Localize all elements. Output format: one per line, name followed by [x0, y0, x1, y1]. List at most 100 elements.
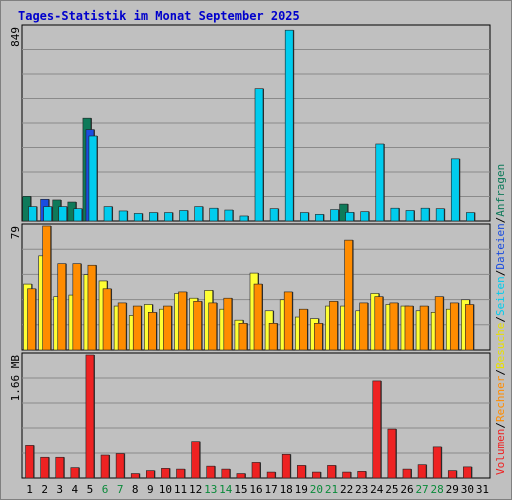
- x-tick-label: 28: [431, 483, 444, 496]
- x-tick-label: 4: [72, 483, 79, 496]
- bot-panel: [21, 352, 491, 479]
- x-tick-label: 11: [174, 483, 187, 496]
- x-tick-label: 19: [295, 483, 308, 496]
- x-tick-label: 27: [415, 483, 428, 496]
- bar-rechner-day-7: [117, 302, 127, 351]
- x-tick-label: 7: [117, 483, 124, 496]
- bar-rechner-day-6: [102, 288, 112, 351]
- bar-volumen-day-11: [176, 468, 185, 479]
- bar-volumen-day-6: [100, 454, 110, 479]
- bar-volumen-day-15: [236, 473, 246, 479]
- x-tick-label: 10: [159, 483, 172, 496]
- bar-seiten-day-30: [466, 212, 475, 222]
- legend-entry-anfragen: Anfragen: [494, 164, 507, 217]
- x-tick-label: 30: [461, 483, 474, 496]
- bar-seiten-day-24: [375, 143, 385, 222]
- bar-rechner-day-2: [42, 225, 51, 351]
- bar-volumen-day-26: [402, 468, 412, 479]
- bar-seiten-day-7: [118, 210, 128, 222]
- x-tick-label: 13: [204, 483, 217, 496]
- legend-entry-besuche: Besuche: [494, 323, 507, 369]
- x-tick-label: 16: [249, 483, 262, 496]
- bar-rechner-day-29: [449, 302, 459, 351]
- bar-volumen-day-28: [432, 446, 442, 479]
- bar-seiten-day-29: [450, 158, 460, 222]
- bar-rechner-day-28: [434, 296, 444, 351]
- bar-seiten-day-2: [43, 206, 52, 222]
- bar-seiten-day-17: [269, 208, 279, 222]
- bar-rechner-day-13: [208, 302, 218, 351]
- bar-seiten-day-11: [179, 210, 188, 222]
- bar-rechner-day-16: [253, 283, 263, 351]
- x-tick-label: 31: [476, 483, 489, 496]
- bar-rechner-day-5: [87, 264, 97, 351]
- bar-volumen-day-13: [206, 465, 216, 479]
- bar-volumen-day-29: [447, 470, 457, 479]
- bar-volumen-day-24: [372, 380, 382, 479]
- x-tick-label: 22: [340, 483, 353, 496]
- bar-seiten-day-26: [405, 210, 415, 222]
- bar-volumen-day-22: [342, 471, 351, 479]
- bar-rechner-day-23: [359, 302, 368, 351]
- bar-volumen-day-2: [40, 456, 49, 479]
- x-tick-label: 29: [446, 483, 459, 496]
- x-tick-label: 20: [310, 483, 323, 496]
- bar-volumen-day-21: [327, 465, 336, 479]
- bar-volumen-day-19: [296, 465, 306, 479]
- bar-seiten-day-18: [284, 29, 294, 222]
- bar-rechner-day-20: [314, 323, 323, 351]
- bar-seiten-day-23: [360, 211, 369, 222]
- chart-title: Tages-Statistik im Monat September 2025: [18, 9, 300, 23]
- bar-volumen-day-4: [70, 467, 80, 479]
- bar-volumen-day-16: [251, 462, 261, 479]
- bar-rechner-day-12: [193, 301, 202, 351]
- legend: Volumen/Rechner/Besuche/Seiten/Dateien/A…: [494, 164, 507, 475]
- bar-seiten-day-5: [88, 135, 98, 222]
- top-axis-max-label: 849: [9, 27, 22, 47]
- bar-volumen-day-14: [221, 468, 231, 479]
- legend-separator: /: [494, 217, 507, 224]
- legend-entry-dateien: Dateien: [494, 223, 507, 269]
- x-tick-label: 3: [56, 483, 63, 496]
- x-tick-label: 5: [87, 483, 94, 496]
- bar-volumen-day-25: [387, 428, 397, 479]
- bar-rechner-day-8: [132, 305, 142, 351]
- bar-volumen-day-3: [55, 456, 65, 479]
- bar-seiten-day-15: [239, 215, 249, 222]
- bar-volumen-day-18: [281, 453, 291, 479]
- bar-seiten-day-25: [390, 207, 400, 222]
- bar-seiten-day-10: [164, 212, 173, 222]
- legend-entry-rechner: Rechner: [494, 375, 507, 422]
- bar-volumen-day-17: [266, 471, 276, 479]
- legend-separator: /: [494, 316, 507, 323]
- bar-rechner-day-18: [283, 291, 293, 351]
- legend-entry-seiten: Seiten: [494, 276, 507, 316]
- x-tick-label: 26: [400, 483, 413, 496]
- bar-rechner-day-4: [72, 263, 82, 351]
- bar-volumen-day-20: [312, 471, 321, 479]
- bar-rechner-day-15: [238, 323, 248, 351]
- x-tick-label: 14: [219, 483, 233, 496]
- x-tick-label: 1: [26, 483, 33, 496]
- legend-entry-volumen: Volumen: [494, 429, 507, 475]
- bar-volumen-day-5: [85, 354, 95, 479]
- bar-rechner-day-17: [268, 323, 278, 351]
- bar-seiten-day-22: [345, 212, 354, 222]
- bar-seiten-day-1: [28, 206, 37, 222]
- bar-rechner-day-3: [57, 263, 67, 351]
- bar-seiten-day-20: [315, 214, 324, 222]
- x-tick-label: 9: [147, 483, 154, 496]
- bar-seiten-day-12: [194, 206, 203, 222]
- x-tick-label: 6: [102, 483, 109, 496]
- legend-separator: /: [494, 422, 507, 429]
- legend-separator: /: [494, 270, 507, 277]
- bar-volumen-day-1: [25, 445, 34, 479]
- x-tick-label: 8: [132, 483, 139, 496]
- bar-volumen-day-12: [191, 441, 200, 479]
- bar-volumen-day-23: [357, 471, 366, 479]
- bar-rechner-day-21: [329, 301, 338, 351]
- bar-seiten-day-3: [58, 206, 68, 222]
- legend-separator: /: [494, 369, 507, 376]
- x-tick-label: 24: [370, 483, 384, 496]
- bar-seiten-day-16: [254, 88, 264, 222]
